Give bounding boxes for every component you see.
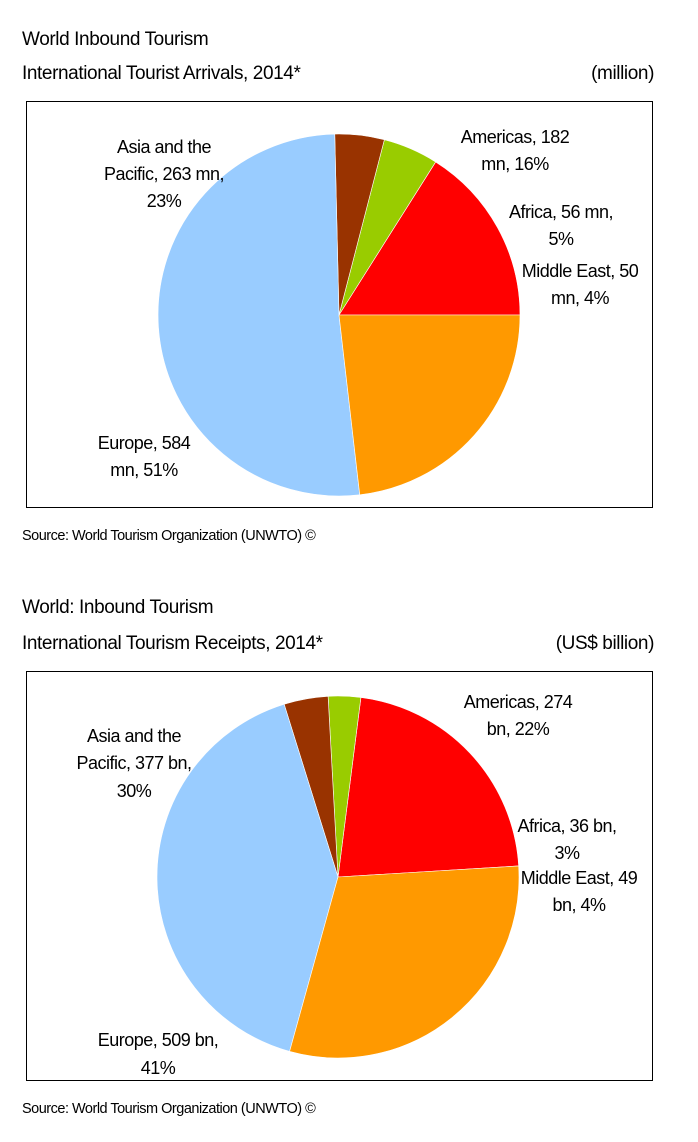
pie-chart: Americas, 274 bn, 22% Africa, 36 bn, 3% Midd…: [76, 692, 638, 1078]
data-label-line: Europe, 509 bn,: [98, 1030, 219, 1050]
data-label-americas: Americas, 182 mn, 16%: [461, 127, 570, 174]
data-label-line: Europe, 584: [98, 433, 191, 453]
data-label-line: Middle East, 49: [521, 868, 638, 888]
chart-subtitle: International Tourist Arrivals, 2014*: [22, 63, 301, 84]
arrivals-chart-panel: World Inbound Tourism International Tour…: [0, 0, 698, 570]
data-label-line: 23%: [147, 191, 182, 211]
data-label-africa: Africa, 36 bn, 3%: [517, 816, 616, 863]
data-label-middle-east: Middle East, 49 bn, 4%: [521, 868, 638, 915]
data-label-line: Americas, 274: [464, 692, 573, 712]
chart-plot-area: Americas, 274 bn, 22% Africa, 36 bn, 3% Midd…: [26, 671, 653, 1081]
chart-unit: (US$ billion): [555, 633, 655, 654]
chart-plot-area: Americas, 182 mn, 16% Africa, 56 mn, 5% Midd…: [26, 101, 653, 508]
data-label-europe: Europe, 509 bn, 41%: [98, 1030, 219, 1078]
chart-subtitle: International Tourism Receipts, 2014*: [22, 633, 323, 654]
pie-slice-europe: [157, 133, 361, 497]
data-label-line: 5%: [548, 229, 574, 249]
pie-slice-europe: [156, 703, 339, 1052]
data-label-line: Africa, 36 bn,: [517, 816, 616, 836]
chart-title: World Inbound Tourism: [22, 29, 209, 50]
data-label-line: mn, 16%: [481, 154, 549, 174]
data-label-line: 41%: [141, 1058, 176, 1078]
data-label-line: 30%: [117, 781, 152, 801]
data-label-line: mn, 4%: [551, 288, 610, 308]
data-label-europe: Europe, 584 mn, 51%: [98, 433, 191, 480]
data-label-line: mn, 51%: [110, 460, 178, 480]
pie-slice-americas: [338, 161, 521, 316]
data-label-asia-and-the-pacific: Asia and the Pacific, 377 bn, 30%: [76, 726, 191, 801]
chart-unit: (million): [591, 63, 654, 84]
data-label-line: Pacific, 263 mn,: [104, 164, 224, 184]
data-label-line: Middle East, 50: [522, 261, 639, 281]
data-label-americas: Americas, 274 bn, 22%: [464, 692, 573, 739]
chart-source-note: Source: World Tourism Organization (UNWT…: [22, 528, 316, 544]
chart-title: World: Inbound Tourism: [22, 597, 214, 618]
data-label-line: Americas, 182: [461, 127, 570, 147]
data-label-line: bn, 22%: [487, 719, 550, 739]
pie-chart: Americas, 182 mn, 16% Africa, 56 mn, 5% Midd…: [98, 127, 639, 497]
pie-slice-asia-and-the-pacific: [289, 865, 520, 1059]
receipts-chart-panel: World: Inbound Tourism International Tou…: [0, 570, 698, 1142]
pie-slice-asia-and-the-pacific: [338, 314, 521, 496]
data-label-line: Africa, 56 mn,: [509, 202, 613, 222]
data-label-line: Asia and the: [117, 137, 212, 157]
data-label-line: Asia and the: [87, 726, 182, 746]
data-label-line: 3%: [554, 843, 580, 863]
data-label-line: bn, 4%: [552, 895, 606, 915]
data-label-asia-and-the-pacific: Asia and the Pacific, 263 mn, 23%: [104, 137, 224, 211]
data-label-line: Pacific, 377 bn,: [76, 753, 191, 773]
pie-slice-americas: [337, 697, 519, 878]
data-label-middle-east: Middle East, 50 mn, 4%: [522, 261, 639, 308]
data-label-africa: Africa, 56 mn, 5%: [509, 202, 613, 249]
chart-source-note: Source: World Tourism Organization (UNWT…: [22, 1101, 316, 1117]
